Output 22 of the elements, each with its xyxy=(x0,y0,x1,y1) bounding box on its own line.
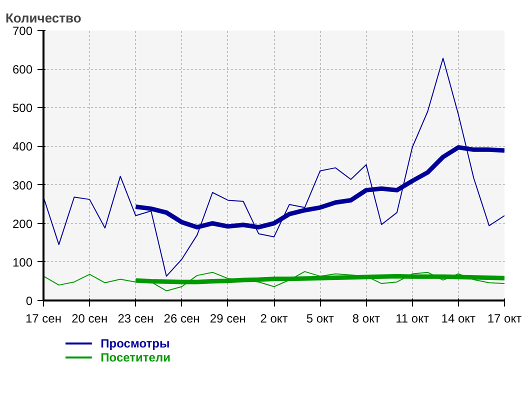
x-tick-label: 17 окт xyxy=(487,312,522,326)
y-tick-label: 700 xyxy=(12,24,33,38)
y-axis-title: Количество xyxy=(6,10,82,26)
legend-label: Просмотры xyxy=(100,336,170,350)
y-tick-label: 300 xyxy=(12,178,33,192)
x-tick-label: 23 сен xyxy=(118,312,154,326)
y-tick-label: 600 xyxy=(12,62,33,77)
y-tick-label: 200 xyxy=(12,216,33,231)
x-tick-label: 29 сен xyxy=(210,312,246,326)
x-tick-label: 26 сен xyxy=(164,312,200,326)
x-tick-label: 20 сен xyxy=(72,312,108,326)
legend-label: Посетители xyxy=(100,350,170,364)
x-tick-label: 14 окт xyxy=(441,312,476,326)
y-tick-label: 0 xyxy=(26,294,33,308)
y-tick-label: 400 xyxy=(12,140,33,154)
y-tick-label: 500 xyxy=(12,101,33,116)
x-tick-label: 5 окт xyxy=(306,312,334,326)
x-tick-label: 8 окт xyxy=(352,312,380,326)
y-tick-label: 100 xyxy=(12,255,33,270)
x-tick-label: 17 сен xyxy=(26,312,62,326)
x-tick-label: 11 окт xyxy=(396,312,430,326)
x-tick-label: 2 окт xyxy=(260,312,288,326)
